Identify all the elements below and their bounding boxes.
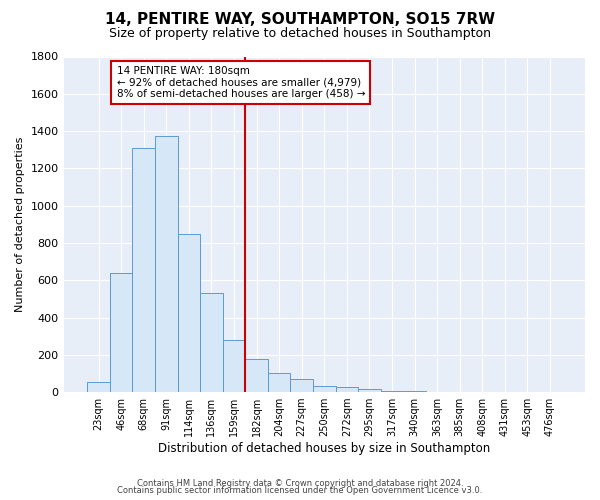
Bar xyxy=(178,234,200,392)
Bar xyxy=(290,379,313,392)
Bar xyxy=(335,388,358,392)
Bar xyxy=(268,372,290,392)
Bar xyxy=(155,136,178,392)
Bar xyxy=(313,386,335,392)
Bar xyxy=(133,148,155,392)
Bar xyxy=(381,390,403,392)
Text: 14, PENTIRE WAY, SOUTHAMPTON, SO15 7RW: 14, PENTIRE WAY, SOUTHAMPTON, SO15 7RW xyxy=(105,12,495,28)
Bar xyxy=(358,390,381,392)
Y-axis label: Number of detached properties: Number of detached properties xyxy=(15,136,25,312)
Text: Size of property relative to detached houses in Southampton: Size of property relative to detached ho… xyxy=(109,28,491,40)
Bar xyxy=(403,391,426,392)
Text: Contains HM Land Registry data © Crown copyright and database right 2024.: Contains HM Land Registry data © Crown c… xyxy=(137,478,463,488)
Bar xyxy=(87,382,110,392)
Bar xyxy=(223,340,245,392)
Bar xyxy=(200,294,223,392)
Bar xyxy=(110,273,133,392)
X-axis label: Distribution of detached houses by size in Southampton: Distribution of detached houses by size … xyxy=(158,442,490,455)
Text: 14 PENTIRE WAY: 180sqm
← 92% of detached houses are smaller (4,979)
8% of semi-d: 14 PENTIRE WAY: 180sqm ← 92% of detached… xyxy=(116,66,365,99)
Text: Contains public sector information licensed under the Open Government Licence v3: Contains public sector information licen… xyxy=(118,486,482,495)
Bar xyxy=(245,358,268,392)
